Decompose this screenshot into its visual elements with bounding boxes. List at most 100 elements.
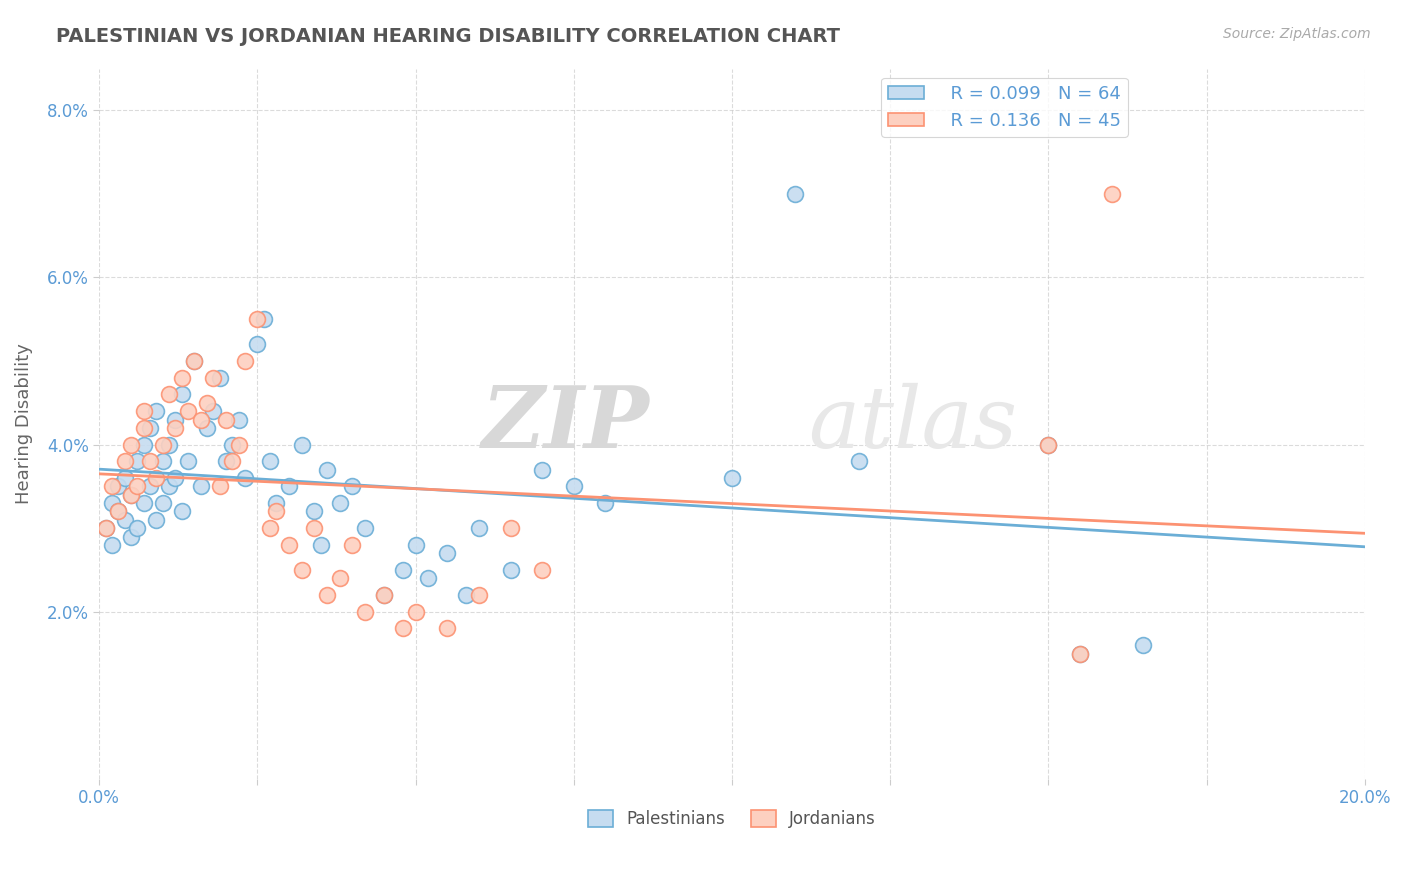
Point [531, 463, 554, 477]
Point [228, 437, 250, 451]
Point [246, 337, 269, 351]
Point [468, 521, 491, 535]
Point [177, 454, 200, 468]
Point [114, 454, 136, 468]
Point [145, 404, 167, 418]
Point [165, 412, 187, 426]
Point [152, 437, 174, 451]
Point [342, 479, 364, 493]
Point [373, 588, 395, 602]
Point [132, 404, 155, 418]
Point [1038, 437, 1060, 451]
Point [145, 471, 167, 485]
Point [405, 538, 427, 552]
Point [101, 496, 124, 510]
Point [456, 588, 478, 602]
Point [145, 513, 167, 527]
Point [392, 563, 415, 577]
Point [221, 437, 243, 451]
Legend: Palestinians, Jordanians: Palestinians, Jordanians [582, 803, 883, 835]
Point [1069, 647, 1091, 661]
Point [170, 387, 193, 401]
Point [157, 479, 180, 493]
Point [165, 421, 187, 435]
Point [139, 479, 162, 493]
Point [114, 471, 136, 485]
Point [208, 479, 231, 493]
Point [1069, 647, 1091, 661]
Point [278, 538, 301, 552]
Point [107, 504, 129, 518]
Point [107, 504, 129, 518]
Point [266, 496, 288, 510]
Point [392, 622, 415, 636]
Point [291, 437, 314, 451]
Point [215, 454, 238, 468]
Point [170, 504, 193, 518]
Text: atlas: atlas [808, 383, 1017, 465]
Point [246, 312, 269, 326]
Point [195, 396, 218, 410]
Point [94, 521, 117, 535]
Point [195, 421, 218, 435]
Point [266, 504, 288, 518]
Point [202, 370, 225, 384]
Point [436, 546, 458, 560]
Point [127, 454, 149, 468]
Text: PALESTINIAN VS JORDANIAN HEARING DISABILITY CORRELATION CHART: PALESTINIAN VS JORDANIAN HEARING DISABIL… [56, 27, 841, 45]
Point [253, 312, 276, 326]
Point [177, 404, 200, 418]
Point [405, 605, 427, 619]
Point [114, 513, 136, 527]
Point [101, 479, 124, 493]
Text: Source: ZipAtlas.com: Source: ZipAtlas.com [1223, 27, 1371, 41]
Point [329, 571, 352, 585]
Point [1101, 186, 1123, 201]
Point [342, 538, 364, 552]
Point [721, 471, 744, 485]
Point [139, 454, 162, 468]
Point [436, 622, 458, 636]
Point [468, 588, 491, 602]
Point [101, 538, 124, 552]
Point [94, 521, 117, 535]
Point [208, 370, 231, 384]
Point [531, 563, 554, 577]
Point [221, 454, 243, 468]
Point [354, 521, 377, 535]
Point [202, 404, 225, 418]
Point [1132, 638, 1154, 652]
Point [132, 437, 155, 451]
Point [354, 605, 377, 619]
Point [120, 488, 142, 502]
Point [278, 479, 301, 493]
Point [120, 437, 142, 451]
Point [373, 588, 395, 602]
Point [132, 496, 155, 510]
Point [120, 530, 142, 544]
Point [183, 354, 205, 368]
Point [120, 488, 142, 502]
Point [329, 496, 352, 510]
Point [304, 504, 326, 518]
Point [259, 454, 281, 468]
Point [562, 479, 585, 493]
Point [595, 496, 617, 510]
Point [785, 186, 807, 201]
Point [233, 471, 256, 485]
Point [309, 538, 332, 552]
Point [152, 496, 174, 510]
Point [215, 412, 238, 426]
Point [132, 421, 155, 435]
Point [152, 454, 174, 468]
Point [190, 412, 212, 426]
Point [304, 521, 326, 535]
Point [107, 479, 129, 493]
Text: ZIP: ZIP [482, 382, 650, 466]
Point [127, 521, 149, 535]
Point [291, 563, 314, 577]
Point [259, 521, 281, 535]
Point [170, 370, 193, 384]
Point [316, 463, 339, 477]
Point [499, 521, 522, 535]
